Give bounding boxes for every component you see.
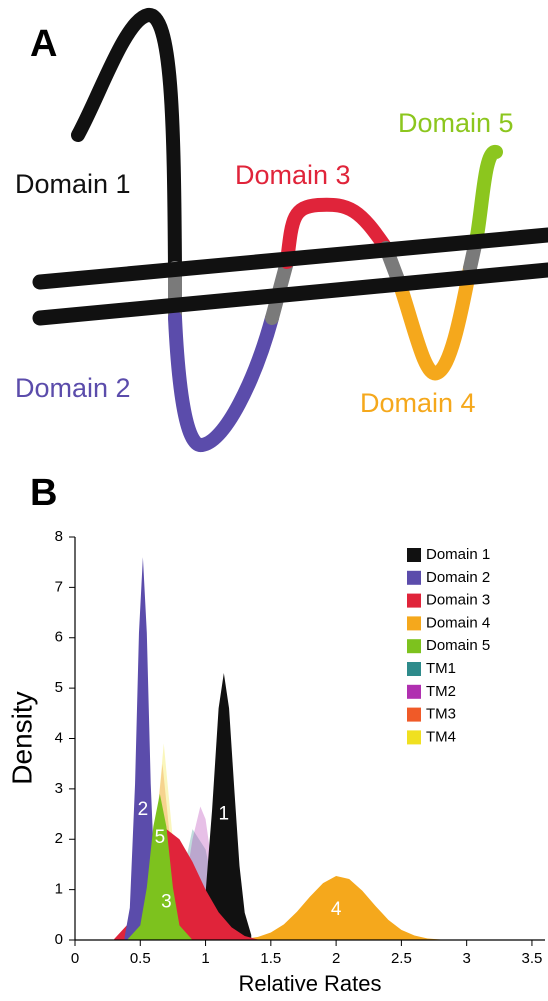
legend-swatch <box>407 662 421 676</box>
panel-label: A <box>30 23 57 65</box>
domain-1-path <box>71 8 182 277</box>
domain-label: Domain 1 <box>15 169 131 199</box>
legend-swatch <box>407 548 421 562</box>
legend-swatch <box>407 639 421 654</box>
x-tick-label: 0.5 <box>130 950 151 967</box>
domain-3-path <box>280 197 393 269</box>
legend-swatch <box>407 593 421 608</box>
density-area <box>192 673 252 940</box>
peak-label: 1 <box>219 804 230 825</box>
legend-label: Domain 2 <box>426 569 490 586</box>
legend-label: Domain 1 <box>426 546 490 563</box>
y-tick-label: 3 <box>55 780 63 797</box>
x-tick-label: 3 <box>462 950 470 967</box>
y-tick-label: 6 <box>55 629 63 646</box>
x-tick-label: 2.5 <box>391 950 412 967</box>
legend-label: TM2 <box>426 683 456 700</box>
legend-swatch <box>407 616 421 631</box>
peak-label: 3 <box>161 891 172 912</box>
x-tick-label: 1 <box>201 950 209 967</box>
membrane-line <box>32 262 548 326</box>
domain-2-path <box>168 311 279 452</box>
x-tick-label: 1.5 <box>260 950 281 967</box>
legend-label: Domain 4 <box>426 614 490 631</box>
legend-label: Domain 3 <box>426 592 490 609</box>
y-tick-label: 2 <box>55 830 63 847</box>
y-tick-label: 8 <box>55 528 63 545</box>
x-tick-label: 3.5 <box>522 950 543 967</box>
membrane-line <box>32 227 548 290</box>
y-tick-label: 0 <box>55 931 63 948</box>
domain-4-path <box>393 261 477 381</box>
legend-swatch <box>407 684 421 699</box>
domain-label: Domain 3 <box>235 160 351 190</box>
legend-label: TM4 <box>426 728 456 745</box>
topology-diagram <box>32 8 548 452</box>
domain-label: Domain 4 <box>360 388 476 418</box>
peak-label: 5 <box>155 827 166 848</box>
x-axis-label: Relative Rates <box>238 971 381 996</box>
panel-label: B <box>30 472 57 514</box>
x-tick-label: 0 <box>71 950 79 967</box>
y-tick-label: 4 <box>55 729 63 746</box>
domain-label: Domain 5 <box>398 108 514 138</box>
y-tick-label: 1 <box>55 881 63 898</box>
legend-swatch <box>407 707 421 722</box>
y-tick-label: 7 <box>55 578 63 595</box>
density-area <box>124 557 167 940</box>
density-area <box>244 876 467 940</box>
legend-label: TM1 <box>426 660 456 677</box>
legend-label: Domain 5 <box>426 637 490 654</box>
peak-label: 2 <box>138 799 149 820</box>
y-axis-label: Density <box>6 691 37 784</box>
domain-label: Domain 2 <box>15 373 131 403</box>
domain-5-path <box>470 145 503 243</box>
legend-swatch <box>407 570 421 585</box>
density-area <box>127 793 193 940</box>
x-tick-label: 2 <box>332 950 340 967</box>
legend-label: TM3 <box>426 706 456 723</box>
peak-label: 4 <box>331 899 342 920</box>
plot-area: 1 2 3 4 5 0 1 2 3 4 5 6 7 8 0 0.5 1 1.5 2 2.5 3 3.5 Domain 1 Do… <box>55 528 545 967</box>
y-tick-label: 5 <box>55 679 63 696</box>
legend-swatch <box>407 730 421 745</box>
